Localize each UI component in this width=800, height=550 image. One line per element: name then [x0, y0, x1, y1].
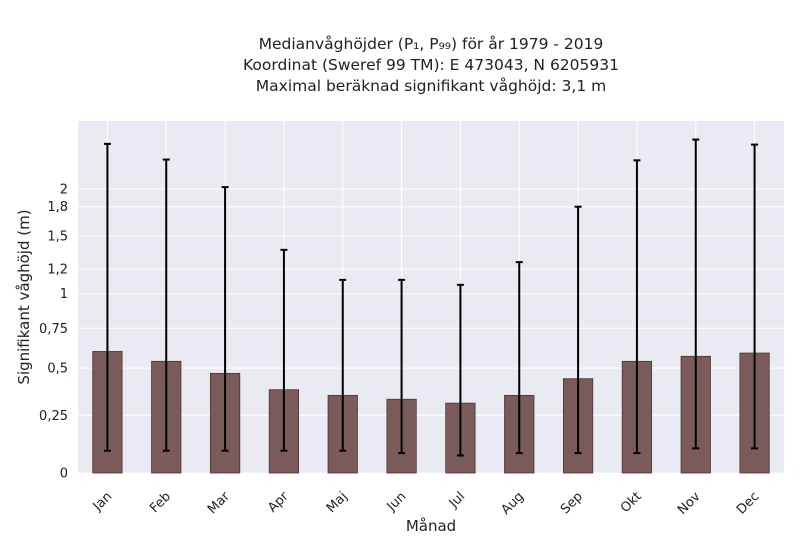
chart-title-line-1: Medianvåghöjder (P₁, P₉₉) för år 1979 - … — [258, 35, 604, 53]
x-tick-label: Aug — [499, 489, 528, 518]
x-tick-label: Jan — [90, 489, 115, 514]
y-tick-label: 0,75 — [39, 322, 68, 337]
x-tick-label: Maj — [324, 489, 351, 516]
y-tick-label: 1 — [60, 287, 68, 302]
error-bar — [339, 278, 347, 452]
error-bar — [515, 261, 523, 455]
y-tick-label: 0,25 — [39, 409, 68, 424]
x-tick-label: Jul — [446, 489, 468, 511]
error-bar — [751, 143, 759, 450]
x-axis-label: Månad — [406, 517, 456, 535]
error-bar — [398, 278, 406, 455]
y-axis-label: Signifikant våghöjd (m) — [15, 209, 33, 384]
x-tick-label: Apr — [265, 489, 292, 516]
error-bar — [103, 142, 111, 452]
chart-title-line-3: Maximal beräknad signifikant våghöjd: 3,… — [255, 77, 607, 95]
error-bar — [633, 159, 641, 455]
y-tick-labels: 0 0,25 0,5 0,75 1 1,2 1,5 1,8 2 — [39, 182, 68, 481]
x-tick-label: Sep — [558, 489, 586, 517]
x-tick-label: Dec — [734, 489, 762, 517]
error-bar — [221, 186, 229, 452]
y-tick-label: 1,2 — [47, 263, 68, 278]
x-tick-label: Feb — [147, 489, 174, 516]
chart-title-line-2: Koordinat (Sweref 99 TM): E 473043, N 62… — [243, 56, 619, 74]
y-tick-label: 0 — [60, 467, 68, 482]
error-bar — [456, 283, 464, 457]
error-bars — [103, 138, 759, 457]
error-bar — [162, 158, 170, 452]
plot-area — [78, 121, 784, 473]
x-tick-label: Mar — [205, 489, 233, 517]
x-tick-labels: Jan Feb Mar Apr Maj Jun Jul Aug Sep Okt Nov Dec — [90, 489, 763, 518]
x-tick-label: Jun — [384, 489, 410, 515]
y-tick-label: 1,5 — [47, 230, 68, 245]
error-bar — [692, 138, 700, 450]
y-tick-label: 0,5 — [47, 362, 68, 377]
y-tick-label: 2 — [60, 182, 68, 197]
chart-title: Medianvåghöjder (P₁, P₉₉) för år 1979 - … — [80, 34, 782, 97]
y-tick-label: 1,8 — [47, 200, 68, 215]
x-tick-label: Okt — [618, 489, 645, 516]
error-bar — [574, 205, 582, 455]
x-tick-label: Nov — [675, 489, 704, 518]
error-bar — [280, 248, 288, 452]
y-gridlines — [78, 188, 784, 474]
